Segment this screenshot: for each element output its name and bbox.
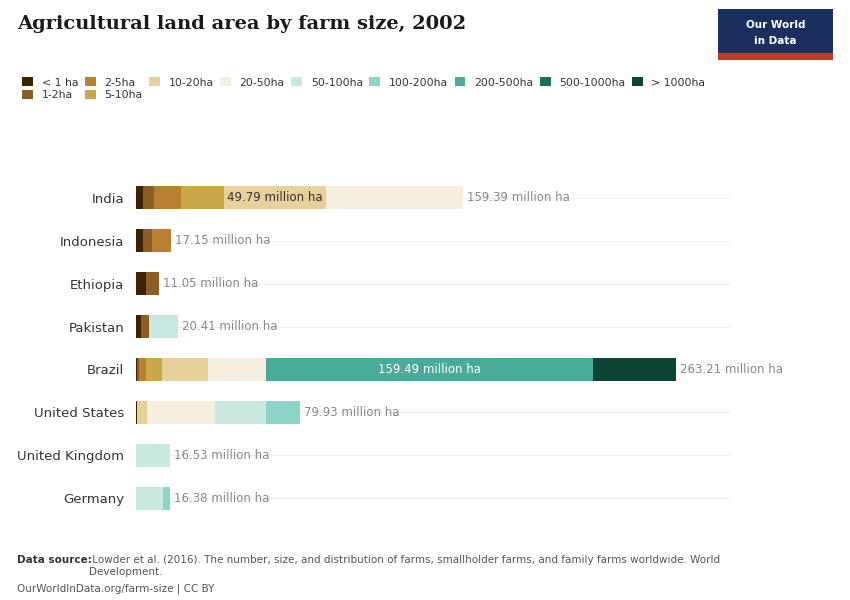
- Bar: [150, 315, 178, 338]
- Bar: [146, 272, 159, 295]
- Bar: [136, 229, 143, 253]
- Bar: [137, 358, 139, 381]
- Bar: [224, 186, 326, 209]
- Bar: [146, 358, 162, 381]
- Bar: [181, 186, 224, 209]
- Text: 79.93 million ha: 79.93 million ha: [304, 406, 400, 419]
- Bar: [141, 315, 150, 338]
- Bar: [136, 315, 141, 338]
- Bar: [162, 358, 207, 381]
- Legend: < 1 ha, 1-2ha, 2-5ha, 5-10ha, 10-20ha, 20-50ha, 50-100ha, 100-200ha, 200-500ha, : < 1 ha, 1-2ha, 2-5ha, 5-10ha, 10-20ha, 2…: [22, 77, 706, 100]
- Text: 263.21 million ha: 263.21 million ha: [680, 363, 783, 376]
- Text: 159.39 million ha: 159.39 million ha: [468, 191, 570, 204]
- Text: 16.38 million ha: 16.38 million ha: [173, 492, 269, 505]
- Text: 16.53 million ha: 16.53 million ha: [174, 449, 269, 462]
- Text: 20.41 million ha: 20.41 million ha: [182, 320, 277, 333]
- Text: 11.05 million ha: 11.05 million ha: [163, 277, 258, 290]
- Bar: [155, 186, 181, 209]
- Text: OurWorldInData.org/farm-size | CC BY: OurWorldInData.org/farm-size | CC BY: [17, 583, 214, 594]
- Bar: [162, 487, 170, 510]
- Bar: [207, 358, 266, 381]
- Bar: [215, 401, 266, 424]
- Text: in Data: in Data: [755, 35, 796, 46]
- Bar: [266, 401, 300, 424]
- Text: 49.79 million ha: 49.79 million ha: [228, 191, 323, 204]
- Text: Agricultural land area by farm size, 2002: Agricultural land area by farm size, 200…: [17, 15, 466, 33]
- Bar: [139, 358, 146, 381]
- Bar: [136, 272, 146, 295]
- Text: Data source:: Data source:: [17, 555, 92, 565]
- Bar: [143, 186, 155, 209]
- Bar: [136, 186, 143, 209]
- Bar: [137, 401, 147, 424]
- Text: 17.15 million ha: 17.15 million ha: [175, 234, 271, 247]
- Bar: [266, 358, 593, 381]
- Bar: [326, 186, 463, 209]
- Bar: [718, 53, 833, 60]
- Text: 159.49 million ha: 159.49 million ha: [377, 363, 481, 376]
- Bar: [143, 229, 152, 253]
- Bar: [152, 229, 171, 253]
- Bar: [136, 401, 137, 424]
- Bar: [147, 401, 215, 424]
- Bar: [593, 358, 676, 381]
- Bar: [136, 443, 170, 467]
- Text: Our World: Our World: [746, 20, 805, 31]
- Bar: [136, 487, 162, 510]
- Text: Lowder et al. (2016). The number, size, and distribution of farms, smallholder f: Lowder et al. (2016). The number, size, …: [89, 555, 720, 577]
